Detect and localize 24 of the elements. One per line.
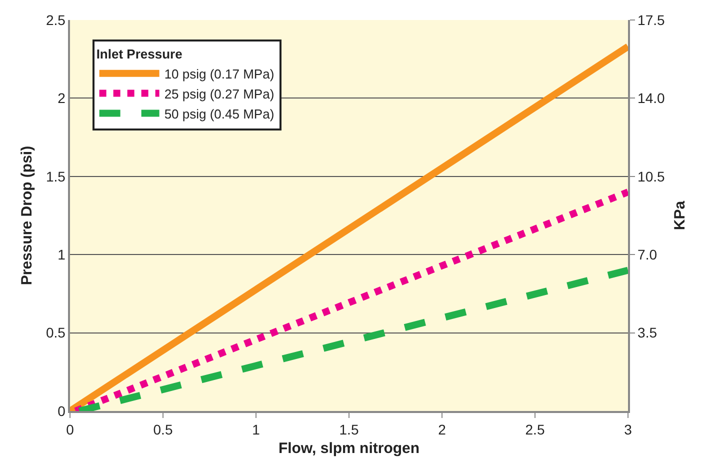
- y-tick-label: 2.5: [46, 12, 66, 28]
- y2-tick-label: 17.5: [638, 12, 666, 28]
- y2-tick-label: 10.5: [638, 168, 666, 184]
- x-tick-label: 2.5: [525, 422, 545, 438]
- y2-tick-label: 7.0: [638, 246, 658, 262]
- y2-tick-label: 14.0: [638, 90, 666, 106]
- x-tick-label: 3: [624, 422, 632, 438]
- x-axis-title: Flow, slpm nitrogen: [278, 440, 420, 458]
- legend-title: Inlet Pressure: [96, 46, 182, 62]
- y-axis-title: Pressure Drop (psi): [18, 146, 36, 286]
- y-tick-label: 2: [58, 90, 66, 106]
- y-tick-label: 1.5: [46, 168, 66, 184]
- legend-label: 10 psig (0.17 MPa): [164, 66, 274, 82]
- y-tick-label: 1: [58, 246, 66, 262]
- legend-label: 25 psig (0.27 MPa): [164, 86, 274, 102]
- x-tick-label: 1: [252, 422, 260, 438]
- y2-axis-title: KPa: [672, 200, 689, 230]
- x-tick-label: 1.5: [339, 422, 359, 438]
- y-tick-label: 0.5: [46, 324, 66, 341]
- legend-label: 50 psig (0.45 MPa): [164, 106, 274, 122]
- x-tick-label: 2: [438, 422, 446, 438]
- y-tick-label: 0: [58, 402, 66, 419]
- y2-tick-label: 3.5: [638, 324, 658, 341]
- x-tick-label: 0.5: [153, 422, 173, 438]
